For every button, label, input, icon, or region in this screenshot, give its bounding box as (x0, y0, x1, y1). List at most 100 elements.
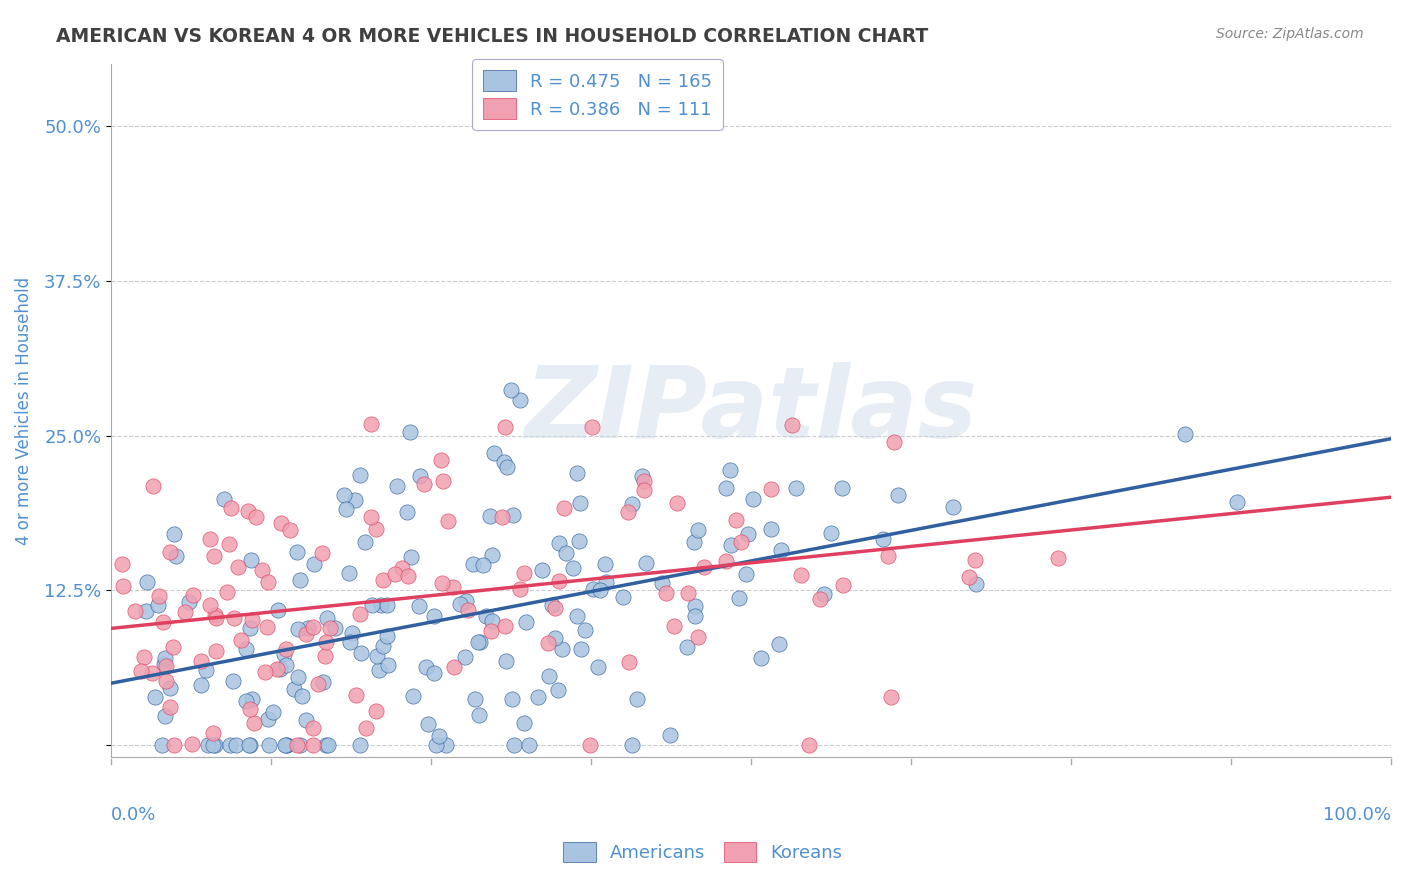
Point (205, 611, 228, 625)
Point (569, 641, 592, 656)
Point (785, 481, 807, 495)
Point (269, 662, 291, 676)
Point (544, 631, 567, 645)
Point (276, 642, 298, 657)
Point (965, 553, 987, 567)
Point (683, 535, 706, 549)
Point (434, 738, 457, 752)
Point (316, 611, 339, 625)
Point (396, 569, 419, 583)
Point (519, 738, 541, 752)
Point (200, 598, 222, 612)
Point (399, 550, 422, 565)
Point (391, 561, 413, 575)
Text: Source: ZipAtlas.com: Source: ZipAtlas.com (1216, 27, 1364, 41)
Point (202, 726, 225, 740)
Point (302, 738, 325, 752)
Point (215, 585, 238, 599)
Point (820, 525, 842, 540)
Point (555, 546, 578, 560)
Point (366, 704, 388, 718)
Point (471, 558, 494, 573)
Point (384, 567, 406, 582)
Point (423, 609, 446, 624)
Point (190, 678, 212, 692)
Point (633, 483, 655, 497)
Point (155, 659, 177, 673)
Point (683, 599, 706, 614)
Point (245, 510, 267, 524)
Point (323, 621, 346, 635)
Point (494, 455, 516, 469)
Point (409, 469, 432, 483)
Point (449, 598, 471, 612)
Point (318, 621, 340, 635)
Point (780, 417, 803, 432)
Point (136, 575, 159, 590)
Point (367, 663, 389, 677)
Point (1046, 550, 1069, 565)
Point (553, 500, 575, 515)
Point (479, 508, 502, 523)
Point (831, 482, 853, 496)
Point (537, 636, 560, 650)
Point (633, 475, 655, 489)
Point (256, 620, 278, 634)
Point (595, 557, 617, 571)
Point (430, 576, 453, 591)
Point (491, 510, 513, 524)
Point (651, 575, 673, 590)
Point (467, 707, 489, 722)
Point (225, 738, 247, 752)
Point (579, 738, 602, 752)
Point (831, 578, 853, 592)
Point (582, 582, 605, 596)
Point (229, 633, 252, 648)
Point (295, 627, 318, 641)
Point (165, 549, 187, 564)
Point (335, 502, 357, 516)
Point (219, 738, 242, 752)
Point (242, 716, 264, 731)
Point (204, 608, 226, 623)
Point (218, 537, 240, 551)
Point (235, 642, 257, 657)
Legend: R = 0.475   N = 165, R = 0.386   N = 111: R = 0.475 N = 165, R = 0.386 N = 111 (472, 60, 723, 130)
Point (658, 728, 681, 742)
Point (153, 708, 176, 723)
Point (495, 654, 517, 668)
Point (339, 635, 361, 649)
Point (377, 629, 399, 643)
Point (413, 476, 436, 491)
Point (513, 716, 536, 731)
Point (240, 613, 263, 627)
Point (537, 668, 560, 682)
Point (311, 545, 333, 559)
Point (155, 651, 177, 665)
Point (197, 738, 219, 752)
Point (728, 591, 751, 605)
Point (349, 738, 371, 752)
Point (759, 522, 782, 536)
Point (808, 592, 831, 607)
Point (343, 493, 366, 508)
Point (481, 614, 503, 628)
Point (152, 615, 174, 629)
Point (626, 692, 648, 706)
Point (240, 691, 263, 706)
Point (239, 553, 262, 567)
Point (770, 542, 793, 557)
Point (316, 738, 339, 752)
Point (312, 674, 335, 689)
Y-axis label: 4 or more Vehicles in Household: 4 or more Vehicles in Household (15, 277, 32, 545)
Point (280, 523, 302, 537)
Point (425, 738, 447, 752)
Point (688, 630, 710, 644)
Point (501, 383, 523, 397)
Point (544, 600, 567, 615)
Point (876, 549, 898, 563)
Point (302, 722, 325, 736)
Point (790, 567, 813, 582)
Point (887, 488, 910, 502)
Point (526, 690, 548, 704)
